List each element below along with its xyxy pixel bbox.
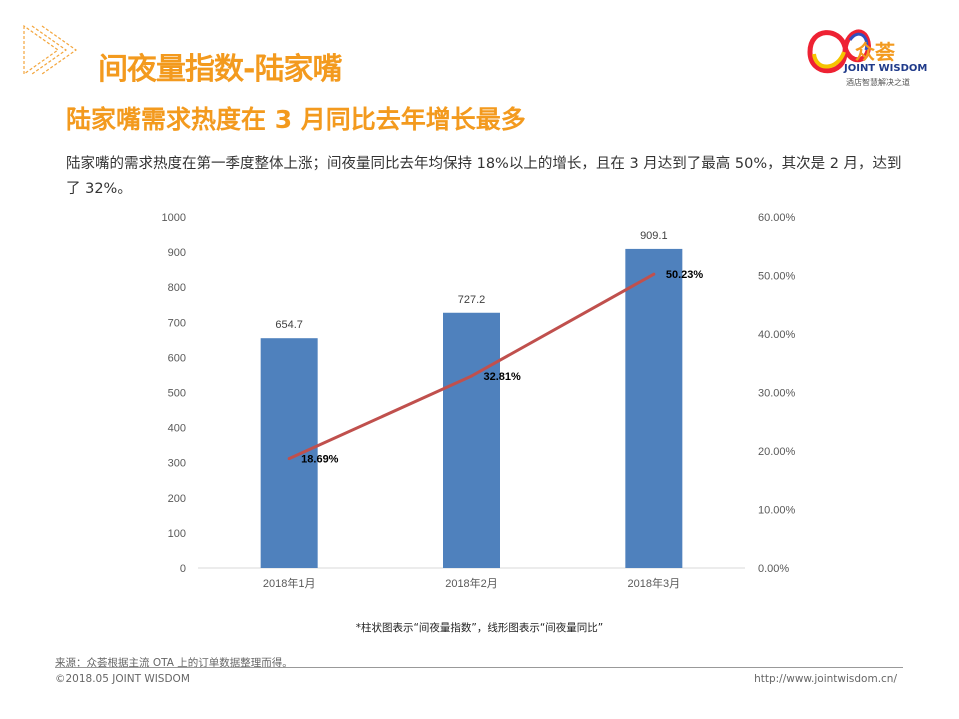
bar (443, 312, 500, 568)
website-link[interactable]: http://www.jointwisdom.cn/ (754, 673, 897, 685)
chart-note: *柱状图表示“间夜量指数”，线形图表示“间夜量同比” (355, 622, 604, 634)
x-tick-label: 2018年1月 (263, 576, 316, 590)
bar (625, 248, 683, 569)
y2-tick-label: 10.00% (758, 505, 796, 517)
y2-tick-label: 40.00% (758, 329, 796, 341)
x-tick-label: 2018年3月 (628, 576, 681, 590)
y-tick-label: 800 (168, 282, 186, 294)
line-data-label: 50.23% (666, 269, 704, 281)
line-point (287, 457, 291, 461)
bar-data-label: 654.7 (275, 319, 303, 331)
y-tick-label: 900 (168, 247, 186, 259)
footer-divider (55, 667, 903, 668)
description: 陆家嘴的需求热度在第一季度整体上涨；间夜量同比去年均保持 18%以上的增长，且在… (66, 156, 902, 197)
line-point (470, 374, 473, 378)
line-data-label: 18.69% (301, 454, 339, 466)
y2-tick-label: 60.00% (758, 212, 796, 224)
copyright: ©2018.05 JOINT WISDOM (55, 673, 190, 685)
y-tick-label: 100 (168, 528, 186, 540)
y2-tick-label: 20.00% (758, 446, 796, 458)
y2-tick-label: 0.00% (758, 563, 789, 575)
y2-tick-label: 30.00% (758, 388, 796, 400)
logo-tagline: 酒店智慧解决之道 (846, 78, 910, 87)
bar (260, 338, 318, 568)
y-tick-label: 700 (168, 317, 186, 329)
page-title: 间夜量指数-陆家嘴 (98, 52, 342, 87)
chart: 0 100 200 300 400 500 600 700 800 900 1000 0.00% 10.… (162, 212, 796, 590)
y-tick-label: 300 (168, 458, 186, 470)
line-data-label: 32.81% (484, 371, 522, 383)
triangle-decoration-icon (23, 24, 78, 76)
y-tick-label: 400 (168, 423, 186, 435)
bar-data-label: 727.2 (458, 294, 486, 306)
logo-en: JOINT WISDOM (844, 63, 928, 74)
source-text: 来源：众荟根据主流 OTA 上的订单数据整理而得。 (55, 657, 293, 669)
logo-cn: 众荟 (855, 40, 895, 64)
y-tick-label: 1000 (162, 212, 186, 224)
logo-infinity-icon (807, 29, 871, 74)
x-tick-label: 2018年2月 (445, 576, 498, 590)
page-subtitle: 陆家嘴需求热度在 3 月同比去年增长最多 (66, 105, 526, 134)
line-point (652, 272, 656, 276)
y2-tick-label: 50.00% (758, 271, 796, 283)
bar-data-label: 909.1 (640, 230, 668, 242)
y-tick-label: 200 (168, 493, 186, 505)
y-tick-label: 500 (168, 388, 186, 400)
y-tick-label: 600 (168, 352, 186, 364)
y-tick-label: 0 (180, 563, 186, 575)
